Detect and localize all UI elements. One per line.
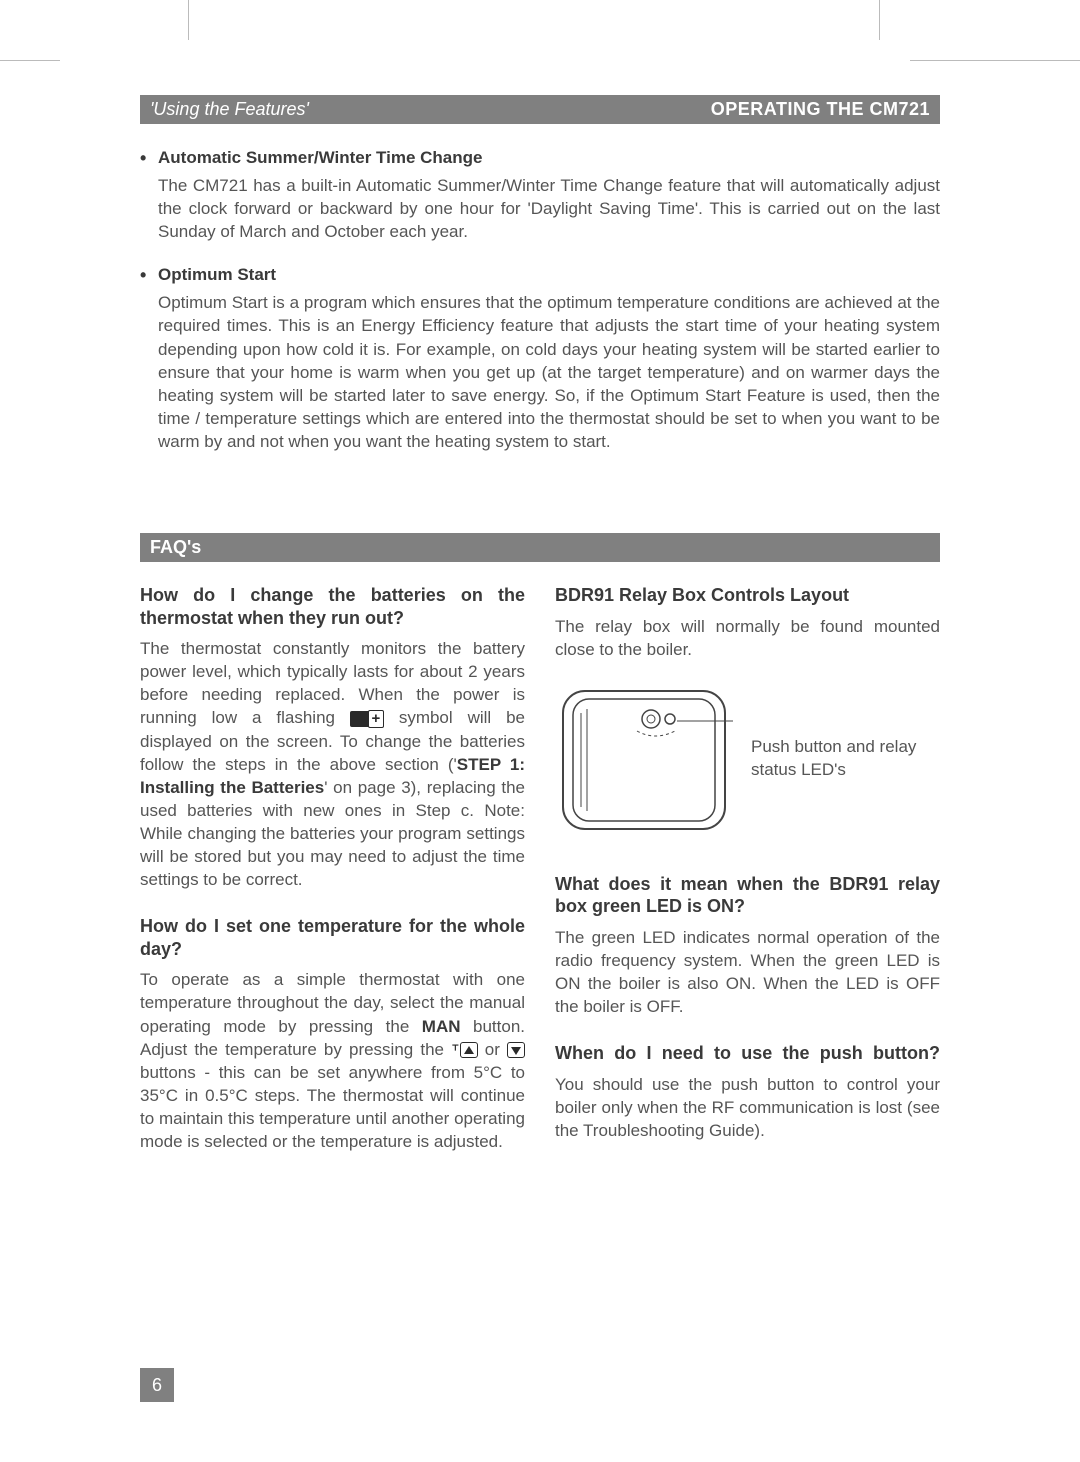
feature-title: Automatic Summer/Winter Time Change	[140, 148, 940, 168]
faq-answer: The relay box will normally be found mou…	[555, 615, 940, 661]
text: or	[478, 1040, 507, 1059]
faq-question: When do I need to use the push button?	[555, 1042, 940, 1065]
crop-mark	[910, 60, 1080, 61]
faq-answer: To operate as a simple thermostat with o…	[140, 968, 525, 1153]
crop-mark	[0, 60, 60, 61]
feature-block: Optimum Start Optimum Start is a program…	[140, 265, 940, 453]
battery-low-icon	[350, 711, 384, 727]
faq-col-right: BDR91 Relay Box Controls Layout The rela…	[555, 584, 940, 1177]
relay-box-icon	[555, 679, 735, 839]
section-header: 'Using the Features' OPERATING THE CM721	[140, 95, 940, 124]
page-number: 6	[140, 1368, 174, 1402]
crop-mark	[188, 0, 189, 40]
down-button-icon	[507, 1042, 525, 1058]
header-left: 'Using the Features'	[150, 99, 309, 120]
faq-question: What does it mean when the BDR91 relay b…	[555, 873, 940, 918]
header-right: OPERATING THE CM721	[711, 99, 930, 120]
faq-question: BDR91 Relay Box Controls Layout	[555, 584, 940, 607]
faq-question: How do I set one temperature for the who…	[140, 915, 525, 960]
up-button-icon	[460, 1042, 478, 1058]
faq-question: How do I change the batteries on the the…	[140, 584, 525, 629]
feature-body: Optimum Start is a program which ensures…	[140, 291, 940, 453]
feature-body: The CM721 has a built-in Automatic Summe…	[140, 174, 940, 243]
faq-header: FAQ's	[140, 533, 940, 562]
figure-label: Push button and relay status LED's	[751, 736, 940, 782]
feature-title: Optimum Start	[140, 265, 940, 285]
faq-answer: The thermostat constantly monitors the b…	[140, 637, 525, 891]
relay-box-figure: Push button and relay status LED's	[555, 679, 940, 839]
faq-columns: How do I change the batteries on the the…	[140, 584, 940, 1177]
crop-mark	[879, 0, 880, 40]
text: buttons - this can be set anywhere from …	[140, 1063, 525, 1151]
feature-block: Automatic Summer/Winter Time Change The …	[140, 148, 940, 243]
faq-answer: The green LED indicates normal operation…	[555, 926, 940, 1018]
manual-page: 'Using the Features' OPERATING THE CM721…	[0, 0, 1080, 1462]
man-button-label: MAN	[422, 1017, 461, 1036]
faq-col-left: How do I change the batteries on the the…	[140, 584, 525, 1177]
faq-answer: You should use the push button to contro…	[555, 1073, 940, 1142]
temp-icon: ⸆	[451, 1041, 460, 1059]
page-content: 'Using the Features' OPERATING THE CM721…	[140, 95, 940, 1177]
